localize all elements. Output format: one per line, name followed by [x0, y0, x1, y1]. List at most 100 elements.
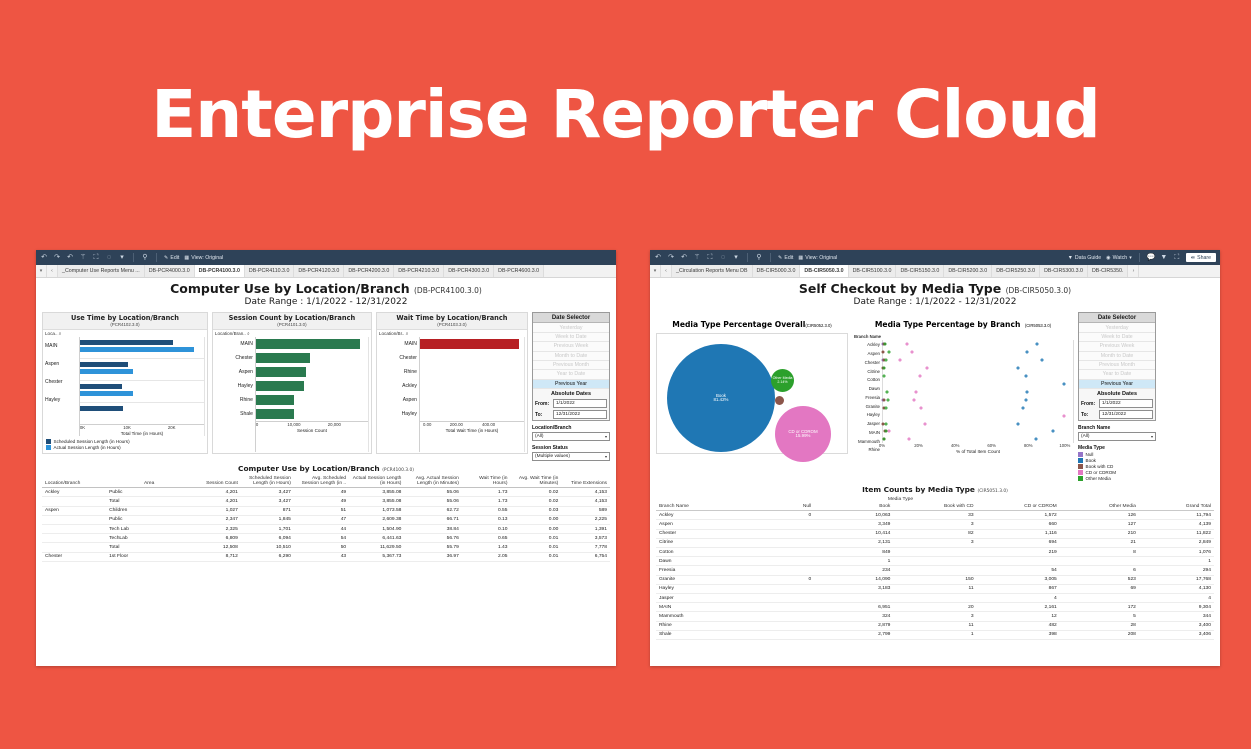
bar-session-shale[interactable] — [255, 409, 294, 420]
scatter-point[interactable] — [881, 350, 885, 354]
date-option-month-to-date[interactable]: Month to Date — [533, 351, 609, 361]
bar-wait-main[interactable] — [419, 339, 519, 350]
table-row[interactable]: Tech Lab 2,325 1,701 44 1,504.90 38.84 0.10 0.0… — [42, 524, 610, 535]
caret-icon[interactable]: ▾ — [734, 254, 738, 261]
scatter-point[interactable] — [882, 366, 886, 370]
bar-scheduled-chester[interactable] — [80, 384, 123, 390]
table-row[interactable]: Aspen Children 1,027 871 51 1,073.58 62.72 0.55… — [42, 505, 610, 516]
scatter-point[interactable] — [885, 390, 889, 394]
table-row[interactable]: Shale 2,799 1 398 208 3,406 — [656, 630, 1214, 640]
bubble-book[interactable]: Book 81.42% — [667, 344, 775, 453]
scatter-point[interactable] — [1016, 366, 1020, 370]
tab-scroll-left-icon[interactable]: ‹ — [661, 265, 672, 277]
scatter-point[interactable] — [1062, 382, 1066, 386]
legend-item-null[interactable]: Null — [1078, 452, 1156, 457]
legend-item-cd-or-cdrom[interactable]: CD or CDROM — [1078, 470, 1156, 475]
date-option-previous-week[interactable]: Previous Week — [533, 342, 609, 352]
bar-scheduled-aspen[interactable] — [80, 362, 129, 368]
scatter-point[interactable] — [1051, 429, 1055, 433]
bar-actual-main[interactable] — [80, 347, 194, 353]
bubble-cd-cdrom[interactable]: CD or CDROM 15.99% — [775, 406, 831, 463]
refresh-data-icon[interactable]: ⚚ — [79, 254, 87, 261]
date-option-previous-month[interactable]: Previous Month — [1079, 360, 1155, 371]
tab-circulation-menu[interactable]: _Circulation Reports Menu DB — [672, 265, 753, 277]
download-icon[interactable]: ▼ — [1160, 254, 1168, 261]
bar-session-hayley[interactable] — [255, 381, 305, 392]
table-row[interactable]: Rhine 2,879 11 482 28 3,400 — [656, 621, 1214, 631]
table-row[interactable]: Jasper 4 4 — [656, 593, 1214, 604]
scatter-point[interactable] — [923, 422, 927, 426]
bar-session-chester[interactable] — [255, 353, 310, 364]
scatter-point[interactable] — [882, 398, 886, 402]
tab-db-pcr4000[interactable]: DB-PCR4000.3.0 — [144, 265, 195, 277]
legend-item-book[interactable]: Book — [1078, 458, 1156, 463]
flow-icon[interactable]: ◌ — [106, 254, 112, 261]
table-row[interactable]: TechLab 6,809 6,094 54 6,441.63 56.76 0.65 0.01… — [42, 533, 610, 544]
edit-button[interactable]: ✎ Edit — [778, 254, 794, 261]
tab-db-cir5200[interactable]: DB-CIR5200.3.0 — [944, 265, 993, 277]
bar-session-main[interactable] — [255, 339, 361, 350]
table-row[interactable]: Granite 0 14,090 150 3,005 523 17,768 — [656, 575, 1214, 585]
scatter-point[interactable] — [907, 437, 911, 441]
legend-item-scheduled[interactable]: Scheduled Session Length (in Hours) — [46, 439, 204, 445]
tab-scroll-right-icon[interactable]: › — [1128, 265, 1140, 277]
redo-icon[interactable]: ↷ — [668, 254, 674, 261]
date-option-yesterday[interactable]: Yesterday — [1079, 323, 1155, 333]
table-row[interactable]: Ackley Public 4,201 3,427 49 3,855.08 55.06 1.7… — [42, 487, 610, 498]
scatter-point[interactable] — [898, 358, 902, 362]
tab-db-pcr4600[interactable]: DB-PCR4600.3.0 — [494, 265, 545, 277]
legend-item-book-with-cd[interactable]: Book with CD — [1078, 464, 1156, 469]
table-row[interactable]: Ackley 0 10,063 33 1,572 126 11,794 — [656, 510, 1214, 521]
view-original-button[interactable]: ▦ View: Original — [798, 254, 838, 261]
table-row[interactable]: Dawn 1 1 — [656, 556, 1214, 567]
table-row[interactable]: Cotton 849 219 8 1,076 — [656, 547, 1214, 558]
tab-db-pcr4100[interactable]: DB-PCR4100.3.0 — [194, 265, 245, 277]
zoom-icon[interactable]: ⚲ — [142, 254, 148, 261]
legend-item-actual[interactable]: Actual Session Length (in Hours) — [46, 445, 204, 451]
scatter-point[interactable] — [884, 422, 888, 426]
table-row[interactable]: MAIN 6,951 20 2,161 172 9,304 — [656, 602, 1214, 613]
bar-scheduled-hayley[interactable] — [80, 406, 124, 412]
scatter-point[interactable] — [884, 429, 888, 433]
table-row[interactable]: Aspen 3,349 3 660 127 4,139 — [656, 519, 1214, 530]
date-option-year-to-date[interactable]: Year to Date — [1079, 370, 1155, 380]
filter-select-location[interactable]: (All) ▾ — [532, 432, 610, 441]
date-option-year-to-date[interactable]: Year to Date — [533, 370, 609, 380]
tab-menu[interactable]: _Computer Use Reports Menu ... — [58, 265, 145, 277]
scatter-point[interactable] — [1016, 422, 1020, 426]
date-option-previous-month[interactable]: Previous Month — [533, 360, 609, 371]
date-from-input[interactable]: 1/1/2022 — [553, 399, 607, 408]
revert-icon[interactable]: ↶ — [67, 254, 73, 261]
table-row[interactable]: Chester 1st Floor 8,712 6,290 43 5,367.73 36.9… — [42, 551, 610, 562]
table-row[interactable]: Mammouth 324 3 12 5 344 — [656, 611, 1214, 622]
bar-actual-chester[interactable] — [80, 391, 134, 397]
date-option-week-to-date[interactable]: Week to Date — [1079, 332, 1155, 343]
scatter-point[interactable] — [883, 342, 887, 346]
scatter-point[interactable] — [887, 429, 891, 433]
scatter-point[interactable] — [1025, 350, 1029, 354]
date-from-input[interactable]: 1/1/2022 — [1099, 399, 1153, 408]
tab-db-pcr4110[interactable]: DB-PCR4110.3.0 — [244, 265, 295, 277]
table-row[interactable]: Public 2,347 1,845 47 2,609.38 66.71 0.13 0.00 2… — [42, 515, 610, 526]
bar-session-rhine[interactable] — [255, 395, 294, 406]
bubble-other-media[interactable]: Other Media 2.14% — [771, 369, 794, 393]
date-option-month-to-date[interactable]: Month to Date — [1079, 351, 1155, 361]
tab-db-cir5150[interactable]: DB-CIR5150.3.0 — [896, 265, 945, 277]
date-option-previous-year[interactable]: Previous Year — [533, 379, 609, 389]
tab-dropdown-icon[interactable]: ▾ — [650, 265, 661, 277]
redo-icon[interactable]: ↷ — [54, 254, 60, 261]
scatter-point[interactable] — [882, 374, 886, 378]
tab-db-pcr4200[interactable]: DB-PCR4200.3.0 — [344, 265, 395, 277]
scatter-point[interactable] — [884, 358, 888, 362]
legend-item-other-media[interactable]: Other Media — [1078, 476, 1156, 481]
scatter-point[interactable] — [882, 406, 886, 410]
table-row[interactable]: Citrine 2,131 3 694 21 2,849 — [656, 538, 1214, 549]
bar-session-aspen[interactable] — [255, 367, 307, 378]
caret-icon[interactable]: ▾ — [120, 254, 124, 261]
fullscreen-icon[interactable]: ⛶ — [1174, 254, 1180, 261]
undo-icon[interactable]: ↶ — [655, 254, 661, 261]
scatter-point[interactable] — [881, 422, 885, 426]
scatter-point[interactable] — [925, 366, 929, 370]
tab-db-cir5050[interactable]: DB-CIR5050.3.0 — [800, 265, 849, 277]
bar-scheduled-main[interactable] — [80, 340, 173, 346]
